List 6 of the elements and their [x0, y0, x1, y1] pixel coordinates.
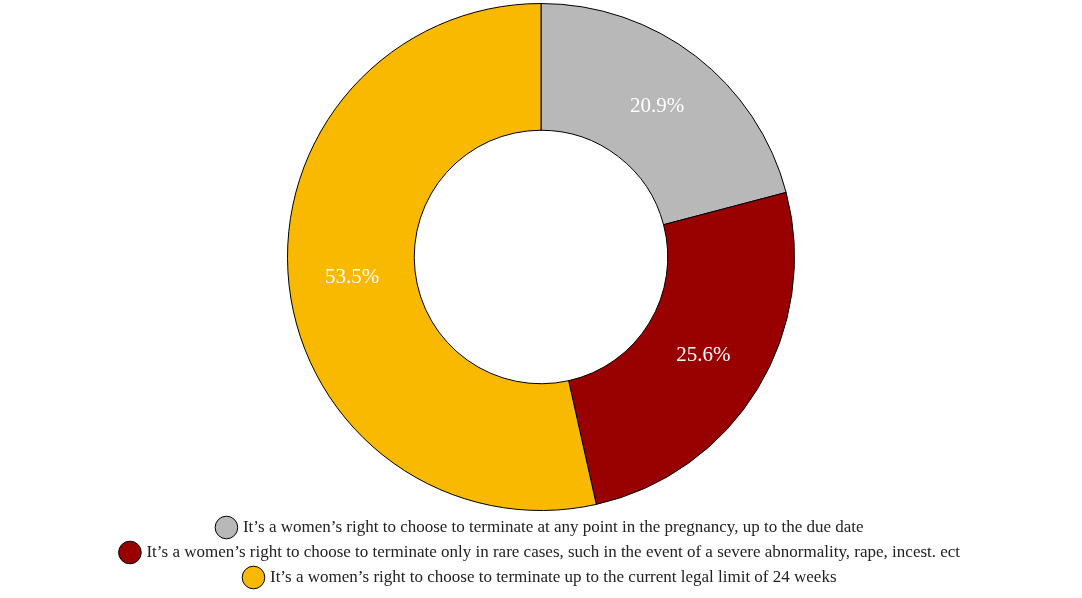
- data-label: 25.6%: [676, 342, 731, 367]
- data-label: 53.5%: [324, 264, 380, 289]
- legend-label: It’s a women’s right to choose to terminate only in rare cases, such in the event of a severe abnormality, rape, incest. ect: [146, 541, 961, 561]
- legend-label: It’s a women’s right to choose to terminate up to the current legal limit of 24 weeks: [269, 566, 837, 586]
- data-label: 20.9%: [629, 92, 685, 117]
- legend-label: It’s a women’s right to choose to terminate at any point in the pregnancy, up to the due date: [242, 516, 864, 536]
